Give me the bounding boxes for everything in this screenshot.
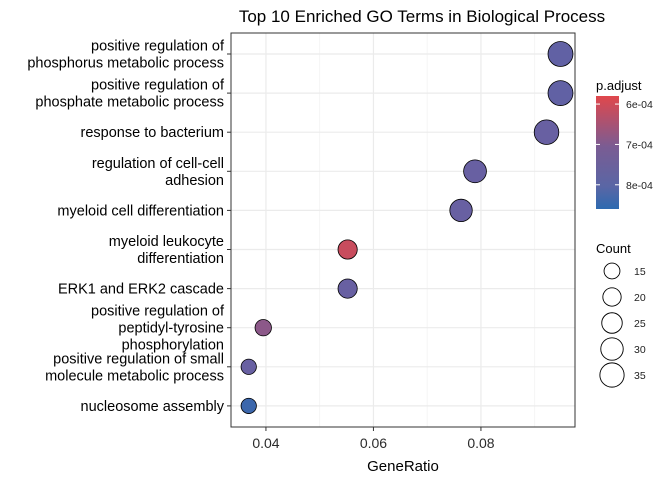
color-legend-ticks: 6e-04 7e-04 8e-04: [596, 99, 653, 192]
y-tick-label-line: myeloid cell differentiation: [57, 203, 224, 219]
chart-title: Top 10 Enriched GO Terms in Biological P…: [239, 7, 605, 26]
data-point: [463, 159, 487, 184]
y-axis-labels: positive regulation of phosphorus metabol…: [27, 39, 225, 415]
data-point: [337, 239, 358, 260]
size-legend-label: 30: [634, 344, 646, 356]
y-tick-label-line: differentiation: [137, 251, 224, 267]
data-point: [240, 397, 257, 414]
plot-panel: [230, 32, 576, 428]
x-tick-label: 0.08: [467, 435, 494, 451]
size-legend-label: 20: [634, 292, 646, 304]
size-legend: Count 15 20 25 30 35: [596, 241, 646, 388]
size-legend-key: [603, 262, 621, 280]
data-point: [533, 119, 560, 145]
color-legend: p.adjust 6e-04 7e-04 8e-04: [596, 78, 653, 209]
y-tick-label: myeloid cell differentiation: [57, 203, 224, 219]
y-tick-label-line: myeloid leukocyte: [109, 234, 224, 250]
panel-background: [231, 33, 575, 427]
y-tick-label-line: phosphorus metabolic process: [27, 56, 224, 72]
data-point: [337, 278, 358, 299]
y-tick-label: positive regulation of phosphorus metabol…: [27, 39, 225, 72]
y-tick-label-line: molecule metabolic process: [45, 368, 224, 384]
size-legend-key: [600, 337, 624, 361]
data-point: [254, 319, 272, 337]
color-legend-tick-label: 6e-04: [626, 99, 653, 111]
size-legend-items: 15 20 25 30 35: [599, 262, 646, 388]
y-tick-label: response to bacterium: [81, 125, 224, 141]
y-tick-label-line: ERK1 and ERK2 cascade: [58, 282, 224, 298]
color-legend-title: p.adjust: [596, 78, 642, 93]
grid-major: [231, 33, 575, 427]
y-tick-label-line: phosphate metabolic process: [35, 95, 224, 111]
data-point: [547, 80, 574, 106]
y-tick-label-line: positive regulation of: [91, 78, 225, 94]
panel-border: [230, 32, 576, 428]
y-tick-label: positive regulation of phosphate metaboli…: [35, 78, 225, 111]
size-legend-key: [601, 312, 623, 334]
y-tick-label: positive regulation of peptidyl-tyrosine p…: [91, 304, 225, 354]
x-axis-title: GeneRatio: [367, 458, 439, 475]
size-legend-key: [602, 287, 622, 307]
color-gradient-bar: [596, 96, 619, 209]
size-legend-label: 35: [634, 370, 646, 382]
y-tick-label: nucleosome assembly: [81, 399, 225, 415]
x-axis-ticks: 0.04 0.06 0.08: [252, 427, 495, 451]
y-tick-label-line: adhesion: [165, 173, 224, 189]
data-point: [449, 198, 473, 223]
data-points: [240, 41, 574, 414]
y-axis-ticks: [227, 53, 231, 407]
y-tick-label-line: positive regulation of: [91, 304, 225, 320]
y-tick-label: myeloid leukocyte differentiation: [109, 234, 224, 267]
color-legend-tick-label: 8e-04: [626, 180, 653, 192]
data-point: [240, 358, 257, 375]
y-tick-label: regulation of cell-cell adhesion: [92, 156, 224, 189]
x-tick-label: 0.04: [252, 435, 279, 451]
x-tick-label: 0.06: [360, 435, 387, 451]
y-tick-label: positive regulation of small molecule met…: [45, 351, 224, 384]
grid-minor: [319, 33, 536, 427]
y-tick-label-line: phosphorylation: [122, 338, 224, 354]
y-tick-label-line: peptidyl-tyrosine: [118, 321, 224, 337]
y-tick-label: ERK1 and ERK2 cascade: [58, 282, 224, 298]
size-legend-key: [599, 362, 625, 388]
data-point: [547, 41, 574, 67]
y-tick-label-line: positive regulation of: [91, 39, 225, 55]
size-legend-label: 25: [634, 318, 646, 330]
y-tick-label-line: positive regulation of small: [53, 351, 224, 367]
size-legend-label: 15: [634, 266, 646, 278]
y-tick-label-line: nucleosome assembly: [81, 399, 225, 415]
color-legend-tick-label: 7e-04: [626, 139, 653, 151]
y-tick-label-line: regulation of cell-cell: [92, 156, 224, 172]
size-legend-title: Count: [596, 241, 631, 256]
y-tick-label-line: response to bacterium: [81, 125, 224, 141]
